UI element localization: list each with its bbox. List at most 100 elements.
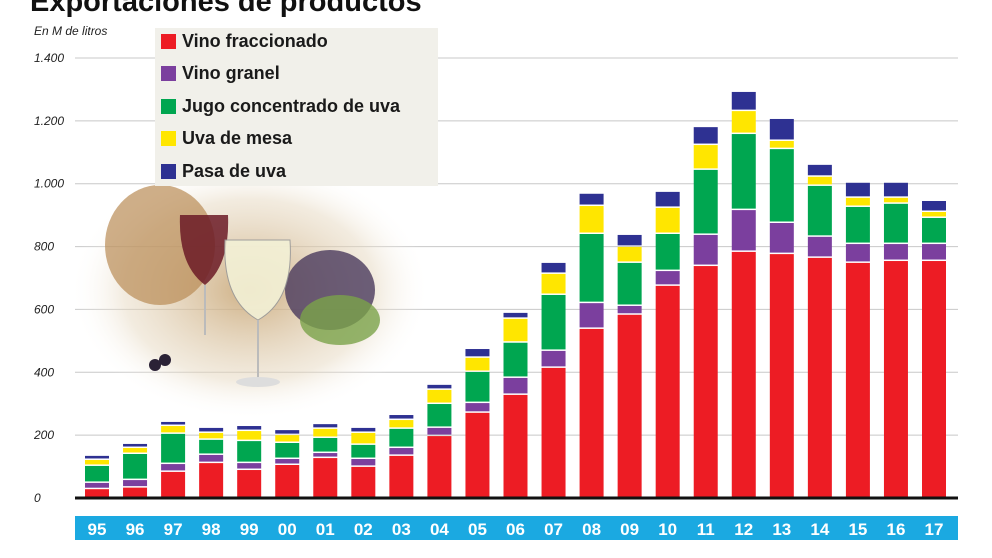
- bar-segment-vino-granel: [199, 454, 224, 462]
- bar-segment-jugo-concentrado-de-uva: [617, 262, 642, 305]
- bar-stack-99: [237, 426, 262, 497]
- bar-segment-uva-de-mesa: [769, 140, 794, 148]
- bar-stack-02: [351, 427, 376, 497]
- bar-stack-11: [693, 127, 718, 497]
- category-band: [75, 516, 958, 540]
- bar-segment-jugo-concentrado-de-uva: [541, 294, 566, 350]
- bar-segment-vino-granel: [85, 482, 109, 488]
- bar-stack-97: [161, 421, 186, 497]
- bar-segment-vino-granel: [922, 244, 946, 260]
- legend-label: Uva de mesa: [182, 128, 293, 148]
- bar-segment-vino-fraccionado: [845, 262, 870, 497]
- bar-segment-jugo-concentrado-de-uva: [655, 234, 680, 270]
- bar-segment-vino-granel: [123, 480, 148, 487]
- x-category-label: 00: [278, 520, 297, 539]
- bar-stack-07: [541, 262, 566, 497]
- bar-segment-vino-fraccionado: [769, 254, 794, 497]
- bar-segment-pasa-de-uva: [313, 424, 338, 428]
- bar-stack-05: [465, 349, 490, 497]
- bar-segment-jugo-concentrado-de-uva: [769, 149, 794, 222]
- x-category-label: 99: [240, 520, 259, 539]
- bar-segment-jugo-concentrado-de-uva: [465, 371, 490, 402]
- bar-stack-98: [199, 427, 224, 497]
- bar-segment-pasa-de-uva: [351, 427, 376, 432]
- bar-segment-uva-de-mesa: [807, 176, 832, 185]
- bar-segment-pasa-de-uva: [883, 182, 908, 197]
- bar-segment-vino-fraccionado: [237, 470, 262, 497]
- x-category-label: 17: [925, 520, 944, 539]
- y-tick-label: 600: [34, 302, 54, 316]
- legend-swatch: [161, 163, 176, 179]
- bar-segment-pasa-de-uva: [465, 349, 490, 357]
- bar-segment-vino-granel: [427, 427, 452, 435]
- bar-segment-jugo-concentrado-de-uva: [85, 465, 109, 482]
- bar-segment-vino-fraccionado: [313, 458, 338, 497]
- bar-segment-vino-fraccionado: [541, 367, 566, 497]
- bar-segment-vino-granel: [769, 223, 794, 253]
- bar-segment-pasa-de-uva: [541, 262, 566, 273]
- x-category-label: 13: [772, 520, 791, 539]
- bar-segment-pasa-de-uva: [807, 164, 832, 176]
- legend: Vino fraccionado Vino granel Jugo concentr…: [155, 28, 438, 186]
- bar-segment-pasa-de-uva: [617, 234, 642, 246]
- bar-segment-uva-de-mesa: [845, 197, 870, 206]
- bar-segment-jugo-concentrado-de-uva: [161, 433, 186, 463]
- legend-item: Uva de mesa: [161, 126, 292, 152]
- wine-grapes-illustration: [70, 160, 430, 420]
- x-category-label: 05: [468, 520, 487, 539]
- x-category-label: 01: [316, 520, 335, 539]
- x-category-label: 03: [392, 520, 411, 539]
- x-category-label: 11: [697, 520, 715, 539]
- bar-segment-pasa-de-uva: [731, 91, 756, 110]
- x-category-label: 14: [810, 520, 829, 539]
- bar-segment-vino-fraccionado: [617, 314, 642, 497]
- bar-segment-vino-fraccionado: [655, 285, 680, 497]
- bar-segment-pasa-de-uva: [85, 455, 109, 459]
- bar-segment-vino-fraccionado: [807, 257, 832, 497]
- bar-segment-jugo-concentrado-de-uva: [503, 342, 528, 377]
- x-category-label: 02: [354, 520, 373, 539]
- x-category-label: 15: [848, 520, 867, 539]
- x-category-label: 97: [164, 520, 183, 539]
- bar-segment-uva-de-mesa: [161, 426, 186, 433]
- bar-segment-pasa-de-uva: [845, 182, 870, 197]
- bar-segment-pasa-de-uva: [579, 193, 604, 205]
- x-category-label: 10: [658, 520, 677, 539]
- bar-segment-jugo-concentrado-de-uva: [389, 428, 414, 447]
- bar-segment-uva-de-mesa: [275, 435, 300, 442]
- bar-segment-uva-de-mesa: [883, 197, 908, 203]
- bar-segment-pasa-de-uva: [389, 415, 414, 419]
- bar-stack-16: [883, 182, 908, 497]
- y-tick-label: 0: [34, 491, 41, 505]
- legend-item: Pasa de uva: [161, 158, 286, 184]
- x-category-label: 95: [88, 520, 107, 539]
- bar-segment-vino-fraccionado: [351, 466, 376, 497]
- bar-segment-pasa-de-uva: [275, 430, 300, 434]
- y-tick-label: 1.000: [34, 177, 64, 191]
- bar-segment-vino-fraccionado: [199, 463, 224, 497]
- y-tick-label: 1.400: [34, 51, 64, 65]
- bar-segment-jugo-concentrado-de-uva: [693, 169, 718, 234]
- bar-stack-15: [845, 182, 870, 497]
- bar-segment-vino-granel: [731, 210, 756, 251]
- x-category-label: 06: [506, 520, 525, 539]
- bar-segment-vino-fraccionado: [465, 412, 490, 497]
- bar-segment-uva-de-mesa: [693, 145, 718, 169]
- x-category-label: 07: [544, 520, 563, 539]
- bar-segment-vino-granel: [351, 459, 376, 466]
- bar-segment-vino-fraccionado: [389, 455, 414, 497]
- bar-segment-uva-de-mesa: [579, 206, 604, 233]
- bar-segment-vino-granel: [313, 453, 338, 457]
- bar-segment-vino-fraccionado: [693, 266, 718, 497]
- bar-segment-uva-de-mesa: [351, 432, 376, 444]
- bar-segment-jugo-concentrado-de-uva: [427, 404, 452, 427]
- bar-stack-04: [427, 384, 452, 497]
- bar-segment-vino-granel: [579, 303, 604, 328]
- bar-segment-jugo-concentrado-de-uva: [313, 437, 338, 452]
- bar-segment-vino-granel: [389, 448, 414, 455]
- bar-segment-uva-de-mesa: [922, 212, 946, 217]
- bar-segment-uva-de-mesa: [85, 459, 109, 465]
- bar-segment-vino-fraccionado: [85, 489, 109, 497]
- bar-segment-jugo-concentrado-de-uva: [351, 444, 376, 458]
- bar-segment-vino-granel: [237, 463, 262, 469]
